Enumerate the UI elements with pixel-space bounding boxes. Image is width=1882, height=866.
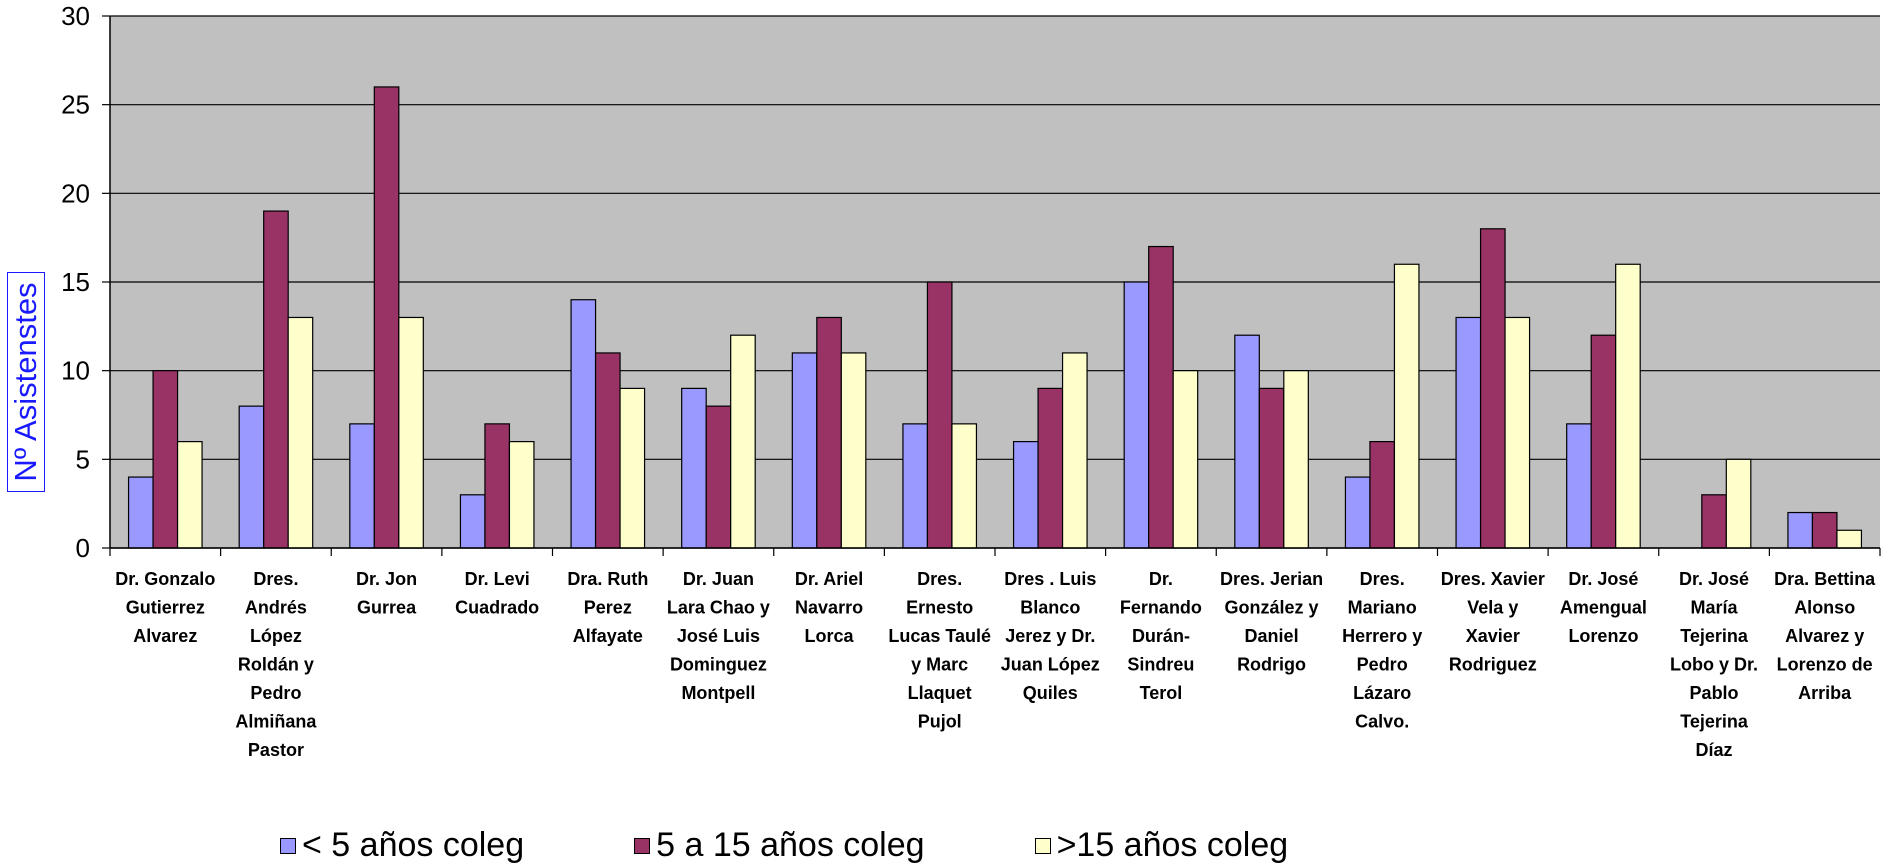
bar (1566, 423, 1592, 549)
bar (1344, 476, 1371, 549)
bar (263, 210, 289, 549)
bar (1615, 263, 1641, 549)
bar (570, 299, 597, 549)
bar (705, 405, 732, 549)
y-axis-label-box (7, 272, 45, 492)
bar (1590, 334, 1617, 549)
x-category-label: Dres. Xavier Vela y Xavier Rodriguez (1441, 569, 1545, 675)
x-category-label: Dres. Andrés López Roldán y Pedro Almiñana Pas… (235, 569, 317, 760)
bar (1504, 316, 1531, 549)
bar (508, 441, 535, 549)
x-category-label: Dr. Ariel Navarro Lorca (795, 569, 863, 646)
bar (1479, 228, 1506, 549)
axes (109, 16, 1881, 556)
bar (840, 352, 867, 549)
x-category-label: Dres. Ernesto Lucas Taulé y Marc Llaquet Pujo… (888, 569, 991, 732)
bar (594, 352, 621, 549)
legend-item: 5 a 15 años coleg (634, 826, 925, 865)
bar (1061, 352, 1088, 549)
y-axis-label: Nº Asistenstes (8, 282, 43, 482)
x-category-label: Dr. Fernando Durán-Sindreu Terol (1120, 569, 1202, 703)
bar (1283, 370, 1309, 549)
legend-swatch (1034, 837, 1051, 854)
legend-label: >15 años coleg (1056, 826, 1289, 864)
bar (349, 423, 375, 549)
bar (1701, 494, 1727, 549)
legend-item: < 5 años coleg (280, 826, 524, 865)
bar (816, 316, 842, 549)
y-tick-label: 30 (61, 1, 90, 31)
legend-swatch (634, 837, 651, 854)
y-tick-label: 25 (61, 90, 90, 120)
bar (791, 352, 818, 549)
legend-label: < 5 años coleg (302, 826, 525, 864)
legend-swatch (280, 837, 296, 854)
bar (287, 316, 314, 549)
y-tick-label: 20 (61, 178, 90, 208)
x-category-label: Dra. Ruth Perez Alfayate (567, 569, 648, 646)
y-tick-label: 10 (61, 356, 90, 386)
bars (127, 86, 1863, 549)
bar (1811, 511, 1838, 549)
bar (152, 370, 179, 549)
bar (619, 387, 646, 549)
bar (1123, 281, 1150, 549)
x-category-label: Dr. José Amengual Lorenzo (1560, 569, 1647, 646)
legend-item: >15 años coleg (1034, 826, 1289, 865)
bar (1369, 441, 1396, 549)
bar (1393, 263, 1420, 549)
bar (484, 423, 511, 549)
bar (1258, 387, 1285, 549)
bar (951, 423, 978, 549)
x-category-label: Dres. Jerian González y Daniel Rodrigo (1220, 569, 1323, 675)
bar (459, 494, 486, 549)
bar (373, 86, 400, 549)
bar (1172, 370, 1199, 549)
y-tick-label: 15 (61, 267, 90, 297)
bar (681, 387, 707, 549)
x-category-label: Dr. Gonzalo Gutierrez Alvarez (115, 569, 215, 646)
bar (1234, 334, 1260, 549)
x-category-label: Dr. Juan Lara Chao y José Luis Dominguez Mon… (667, 569, 770, 703)
legend: < 5 años coleg 5 a 15 años coleg >15 año… (280, 826, 1398, 865)
x-category-label: Dr. Levi Cuadrado (455, 569, 539, 618)
x-category-label: Dr. José María Tejerina Lobo y Dr. Pablo Teje… (1670, 569, 1758, 760)
bar (1037, 387, 1064, 549)
bar (1012, 441, 1039, 549)
bar (176, 441, 203, 549)
bar (1725, 458, 1752, 549)
x-category-label: Dres . Luis Blanco Jerez y Dr. Juan López Qu… (1001, 569, 1100, 703)
bar (1455, 316, 1482, 549)
bar (398, 316, 424, 549)
bar (127, 476, 154, 549)
y-tick-label: 5 (76, 444, 90, 474)
bar (730, 334, 756, 549)
bar (1787, 511, 1814, 549)
y-tick-label: 0 (76, 533, 90, 563)
x-category-label: Dres. Mariano Herrero y Pedro Lázaro Calvo. (1342, 569, 1422, 732)
bar (902, 423, 929, 549)
x-category-label: Dra. Bettina Alonso Alvarez y Lorenzo de Arr… (1774, 569, 1876, 703)
y-tick-labels: 0 5 10 15 20 25 30 (61, 1, 90, 563)
bar (1836, 529, 1863, 549)
bar (926, 281, 953, 549)
x-category-labels: Dr. Gonzalo Gutierrez Alvarez Dres. Andrés Ló… (115, 569, 1876, 760)
bar (238, 405, 265, 549)
bar (1148, 245, 1174, 549)
legend-label: 5 a 15 años coleg (656, 826, 925, 864)
x-category-label: Dr. Jon Gurrea (356, 569, 417, 618)
